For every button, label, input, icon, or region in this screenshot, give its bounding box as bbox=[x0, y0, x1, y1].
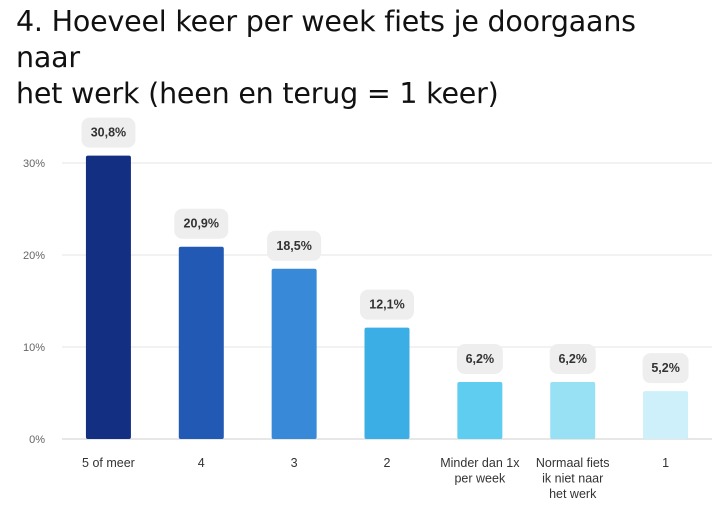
data-label: 30,8% bbox=[91, 126, 126, 140]
y-tick-label: 20% bbox=[23, 250, 45, 262]
x-tick-label: Minder dan 1x per week bbox=[440, 456, 520, 486]
data-label-pill bbox=[456, 343, 503, 374]
data-label-pill bbox=[549, 343, 596, 374]
x-tick-label: 3 bbox=[291, 456, 298, 470]
bar bbox=[457, 381, 503, 439]
data-label: 20,9% bbox=[184, 217, 219, 231]
bar bbox=[364, 327, 410, 439]
chart-title: 4. Hoeveel keer per week fiets je doorga… bbox=[16, 5, 636, 110]
gridlines bbox=[62, 162, 712, 440]
y-tick-label: 10% bbox=[23, 342, 45, 354]
data-label-pill bbox=[360, 289, 414, 320]
bars bbox=[85, 155, 689, 439]
data-label: 6,2% bbox=[558, 352, 587, 366]
x-tick-label: Normaal fiets ik niet naar het werk bbox=[536, 456, 610, 501]
data-label: 6,2% bbox=[466, 352, 495, 366]
bar bbox=[643, 391, 689, 439]
bar bbox=[178, 246, 224, 439]
x-axis: 5 of meer 4 3 2 Minder dan 1x per week Normaal… bbox=[82, 456, 669, 501]
bar bbox=[271, 268, 317, 439]
data-label-pill bbox=[81, 117, 136, 148]
y-axis: 0% 10% 20% 30% bbox=[23, 158, 45, 446]
bar bbox=[550, 381, 596, 439]
data-labels: 30,8% 20,9% 18,5% 12,1% 6,2% 6,2% 5,2% bbox=[81, 117, 689, 384]
data-label-pill bbox=[174, 208, 229, 239]
y-tick-label: 0% bbox=[29, 434, 45, 446]
data-label: 12,1% bbox=[369, 298, 404, 312]
data-label: 5,2% bbox=[651, 361, 680, 375]
x-tick-label: 4 bbox=[198, 456, 205, 470]
y-tick-label: 30% bbox=[23, 158, 45, 170]
data-label: 18,5% bbox=[276, 239, 311, 253]
bar bbox=[85, 155, 131, 439]
x-tick-label: 2 bbox=[384, 456, 391, 470]
data-label-pill bbox=[267, 230, 322, 261]
x-tick-label: 1 bbox=[662, 456, 669, 470]
data-label-pill bbox=[642, 353, 689, 384]
x-tick-label: 5 of meer bbox=[82, 456, 135, 470]
